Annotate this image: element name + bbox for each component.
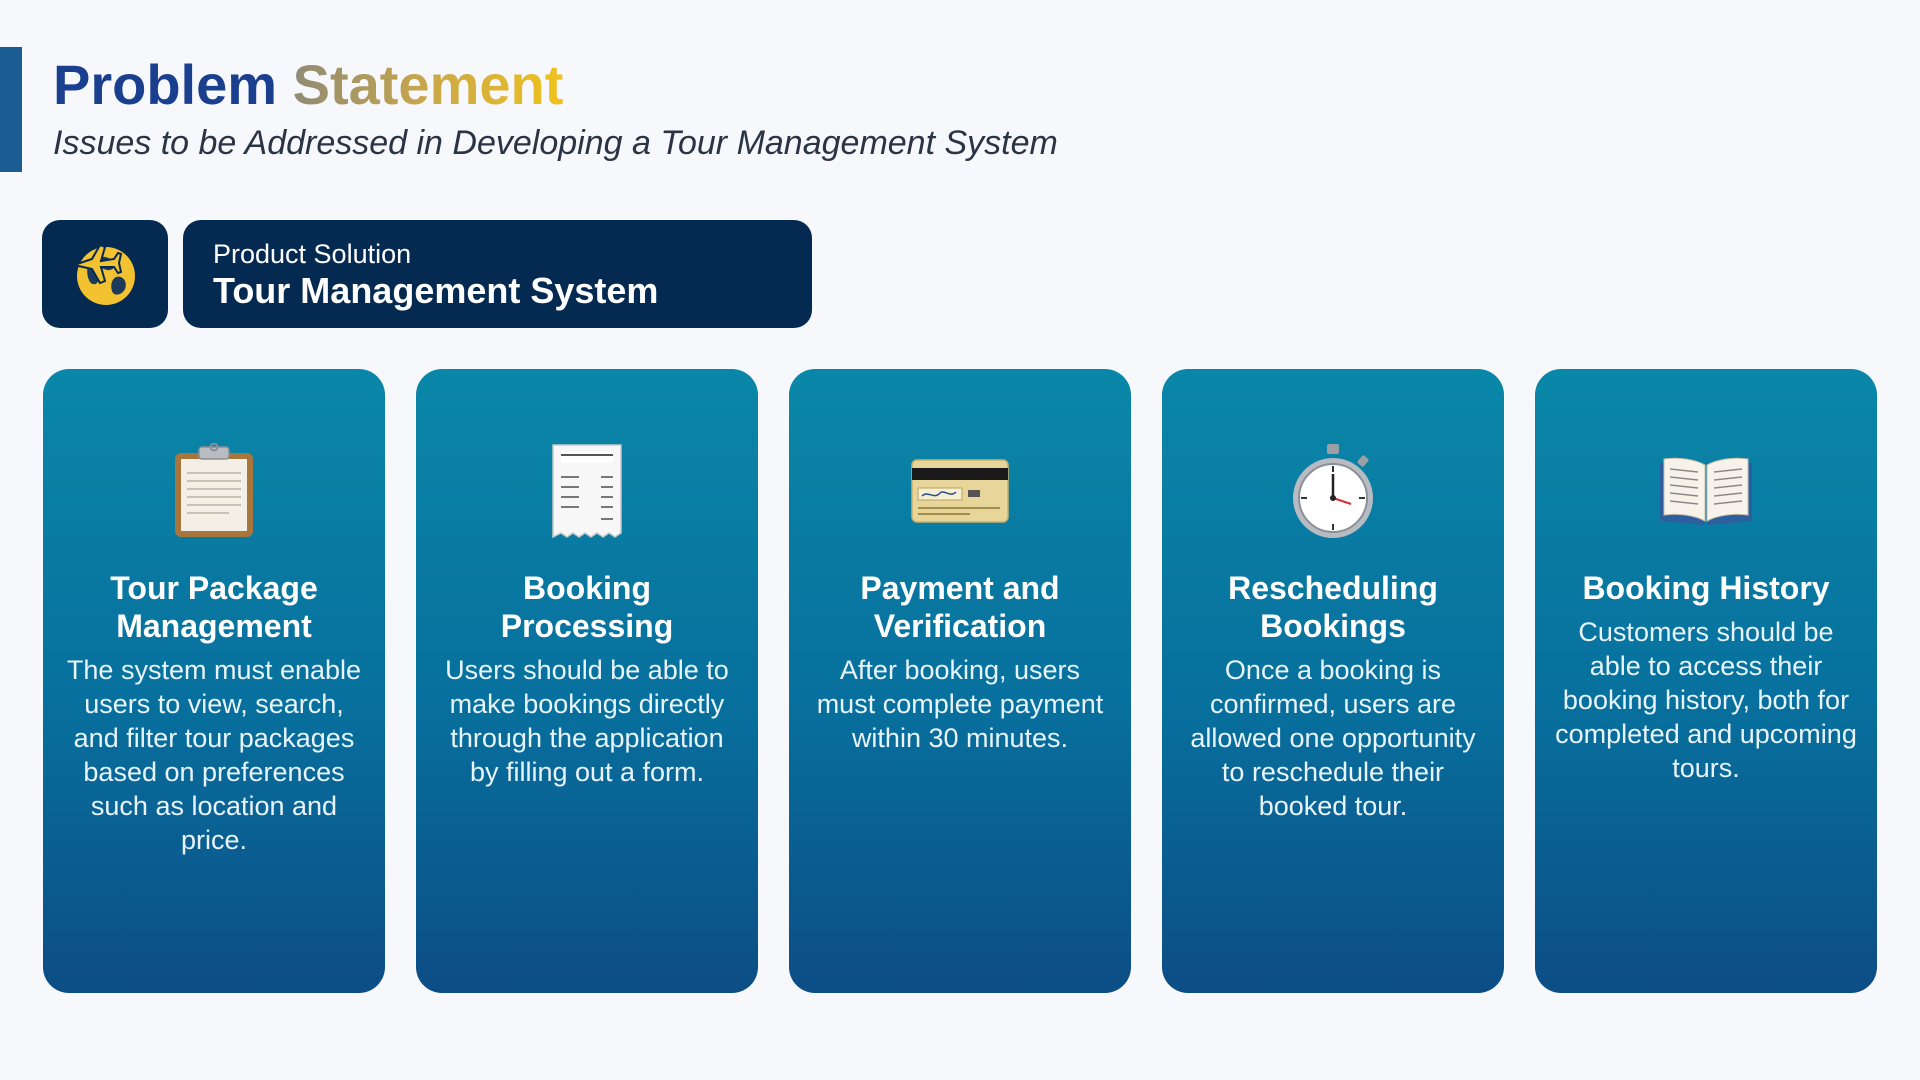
card-booking-history: Booking History Customers should be able… (1535, 369, 1877, 993)
receipt-icon (552, 444, 622, 539)
clipboard-icon (175, 443, 253, 537)
accent-bar (0, 47, 22, 172)
product-solution-label: Product Solution (213, 239, 412, 269)
card-description: Once a booking is confirmed, users are a… (1190, 655, 1476, 821)
card-description: The system must enable users to view, se… (66, 655, 362, 855)
card-description: After booking, users must complete payme… (816, 655, 1104, 753)
open-book-icon (1660, 457, 1752, 525)
card-icon-wrapper (159, 441, 269, 541)
card-title: Booking Processing (500, 570, 674, 644)
card-title: Booking History (1582, 570, 1830, 606)
title-word-statement: Statement (292, 53, 564, 116)
card-tour-package-management: Tour Package Management The system must … (43, 369, 385, 993)
stopwatch-icon (1293, 444, 1373, 538)
card-icon-wrapper (532, 441, 642, 541)
product-name: Tour Management System (213, 270, 659, 311)
card-title: Payment and Verification (860, 570, 1060, 644)
card-icon-wrapper (905, 441, 1015, 541)
card-description: Customers should be able to access their… (1555, 617, 1857, 783)
card-icon-wrapper (1651, 441, 1761, 541)
page-title: Problem Statement (53, 50, 563, 120)
card-booking-processing: Booking Processing Users should be able … (416, 369, 758, 993)
product-icon-box (42, 220, 168, 328)
page-subtitle: Issues to be Addressed in Developing a T… (53, 124, 1058, 162)
credit-card-icon (911, 459, 1009, 523)
card-icon-wrapper (1278, 441, 1388, 541)
card-rescheduling-bookings: Rescheduling Bookings Once a booking is … (1162, 369, 1504, 993)
problem-cards: Tour Package Management The system must … (43, 369, 1877, 993)
title-word-problem: Problem (53, 53, 278, 116)
product-solution-banner: Product Solution Tour Management System (183, 220, 812, 328)
globe-with-airplane-icon (70, 243, 135, 305)
card-description: Users should be able to make bookings di… (445, 655, 729, 787)
card-title: Rescheduling Bookings (1228, 570, 1438, 644)
card-payment-verification: Payment and Verification After booking, … (789, 369, 1131, 993)
card-title: Tour Package Management (110, 570, 318, 644)
